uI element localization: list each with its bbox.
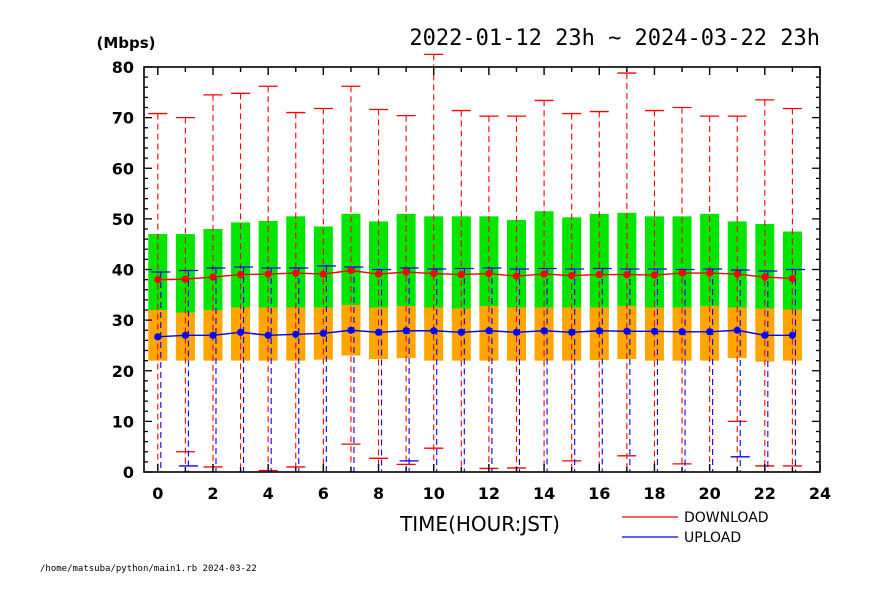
download-mean-point <box>319 270 327 278</box>
download-mean-points <box>154 266 797 284</box>
upload-mean-point <box>650 327 659 335</box>
download-mean-point <box>264 270 272 278</box>
upload-mean-point <box>430 327 438 335</box>
download-mean-point <box>678 269 686 277</box>
y-axis-ticks: 0 10 20 30 40 50 60 70 80 <box>112 58 820 482</box>
legend-upload-label: UPLOAD <box>684 530 741 546</box>
upload-mean-point <box>457 328 465 336</box>
upload-whiskers <box>151 265 805 472</box>
upload-mean-point <box>485 327 493 335</box>
x-tick-label: 8 <box>373 484 384 503</box>
download-box <box>231 222 251 318</box>
upload-mean-point <box>623 327 631 335</box>
download-mean-point <box>733 270 741 278</box>
download-mean-point <box>236 270 245 279</box>
y-tick-label: 30 <box>112 311 134 330</box>
x-axis-ticks: 0 2 4 6 8 10 12 14 16 18 20 22 24 <box>152 67 831 503</box>
download-mean-point <box>181 275 189 283</box>
download-box <box>700 213 720 318</box>
upload-mean-line <box>157 329 793 338</box>
download-mean-point <box>761 273 769 281</box>
download-mean-point <box>209 273 217 281</box>
x-tick-label: 20 <box>698 484 720 503</box>
download-mean-point <box>402 268 410 276</box>
download-mean-point <box>430 269 438 278</box>
x-tick-label: 0 <box>152 484 163 503</box>
y-tick-label: 50 <box>112 210 134 229</box>
download-mean-point <box>788 275 797 283</box>
download-mean-point <box>292 269 300 277</box>
x-tick-label: 22 <box>754 484 776 503</box>
upload-mean-point <box>540 327 548 335</box>
download-whiskers <box>148 53 802 472</box>
upload-mean-point <box>374 328 383 336</box>
x-tick-label: 6 <box>318 484 329 503</box>
upload-mean-point <box>319 329 327 337</box>
upload-mean-points <box>154 326 797 341</box>
y-tick-label: 40 <box>112 261 134 280</box>
y-tick-label: 10 <box>112 412 134 431</box>
upload-mean-point <box>595 327 603 335</box>
x-tick-label: 10 <box>423 484 445 503</box>
download-mean-point <box>650 271 659 279</box>
download-box <box>451 216 471 318</box>
x-tick-label: 2 <box>207 484 218 503</box>
upload-mean-point <box>733 326 741 334</box>
upload-mean-point <box>154 333 162 341</box>
download-mean-point <box>706 269 714 277</box>
download-mean-point <box>374 270 383 278</box>
upload-mean-point <box>347 326 355 334</box>
upload-mean-point <box>706 328 714 336</box>
legend-download-label: DOWNLOAD <box>684 510 769 526</box>
upload-mean-point <box>568 328 576 336</box>
upload-mean-point <box>181 331 189 339</box>
download-mean-point <box>485 269 493 278</box>
upload-mean-point <box>678 328 686 336</box>
legend: DOWNLOAD UPLOAD <box>622 510 769 546</box>
download-mean-point <box>568 271 576 280</box>
download-mean-point <box>540 270 548 278</box>
download-mean-point <box>623 270 631 279</box>
download-mean-point <box>595 270 603 279</box>
upload-mean-point <box>236 328 245 336</box>
download-box <box>672 216 692 318</box>
x-tick-label: 24 <box>809 484 831 503</box>
plot-area <box>148 53 805 472</box>
x-axis-label: TIME(HOUR:JST) <box>399 512 560 536</box>
upload-mean-point <box>402 327 410 335</box>
upload-mean-point <box>512 328 521 336</box>
chart-title: 2022-01-12 23h ~ 2024-03-22 23h <box>409 26 820 51</box>
download-mean-point <box>512 272 521 280</box>
footer-path: /home/matsuba/python/main1.rb 2024-03-22 <box>40 564 257 574</box>
y-tick-label: 70 <box>112 109 134 128</box>
download-box <box>782 231 802 318</box>
upload-mean-point <box>264 331 272 339</box>
x-tick-label: 18 <box>643 484 665 503</box>
y-tick-label: 0 <box>123 463 134 482</box>
download-mean-point <box>457 270 465 279</box>
y-unit-label: (Mbps) <box>96 34 155 52</box>
download-box <box>341 213 361 318</box>
y-tick-label: 80 <box>112 58 134 77</box>
x-tick-label: 12 <box>478 484 500 503</box>
download-mean-point <box>347 266 355 275</box>
download-mean-line <box>157 269 793 281</box>
upload-mean-point <box>788 331 797 339</box>
x-tick-label: 16 <box>588 484 610 503</box>
download-boxes <box>148 211 802 318</box>
download-mean-point <box>154 276 162 284</box>
download-box <box>203 229 223 318</box>
upload-mean-point <box>292 330 300 338</box>
y-tick-label: 60 <box>112 159 134 178</box>
y-tick-label: 20 <box>112 362 134 381</box>
upload-mean-point <box>209 331 217 339</box>
upload-mean-point <box>761 331 769 339</box>
x-tick-label: 14 <box>533 484 555 503</box>
download-box <box>644 216 664 318</box>
x-tick-label: 4 <box>263 484 274 503</box>
